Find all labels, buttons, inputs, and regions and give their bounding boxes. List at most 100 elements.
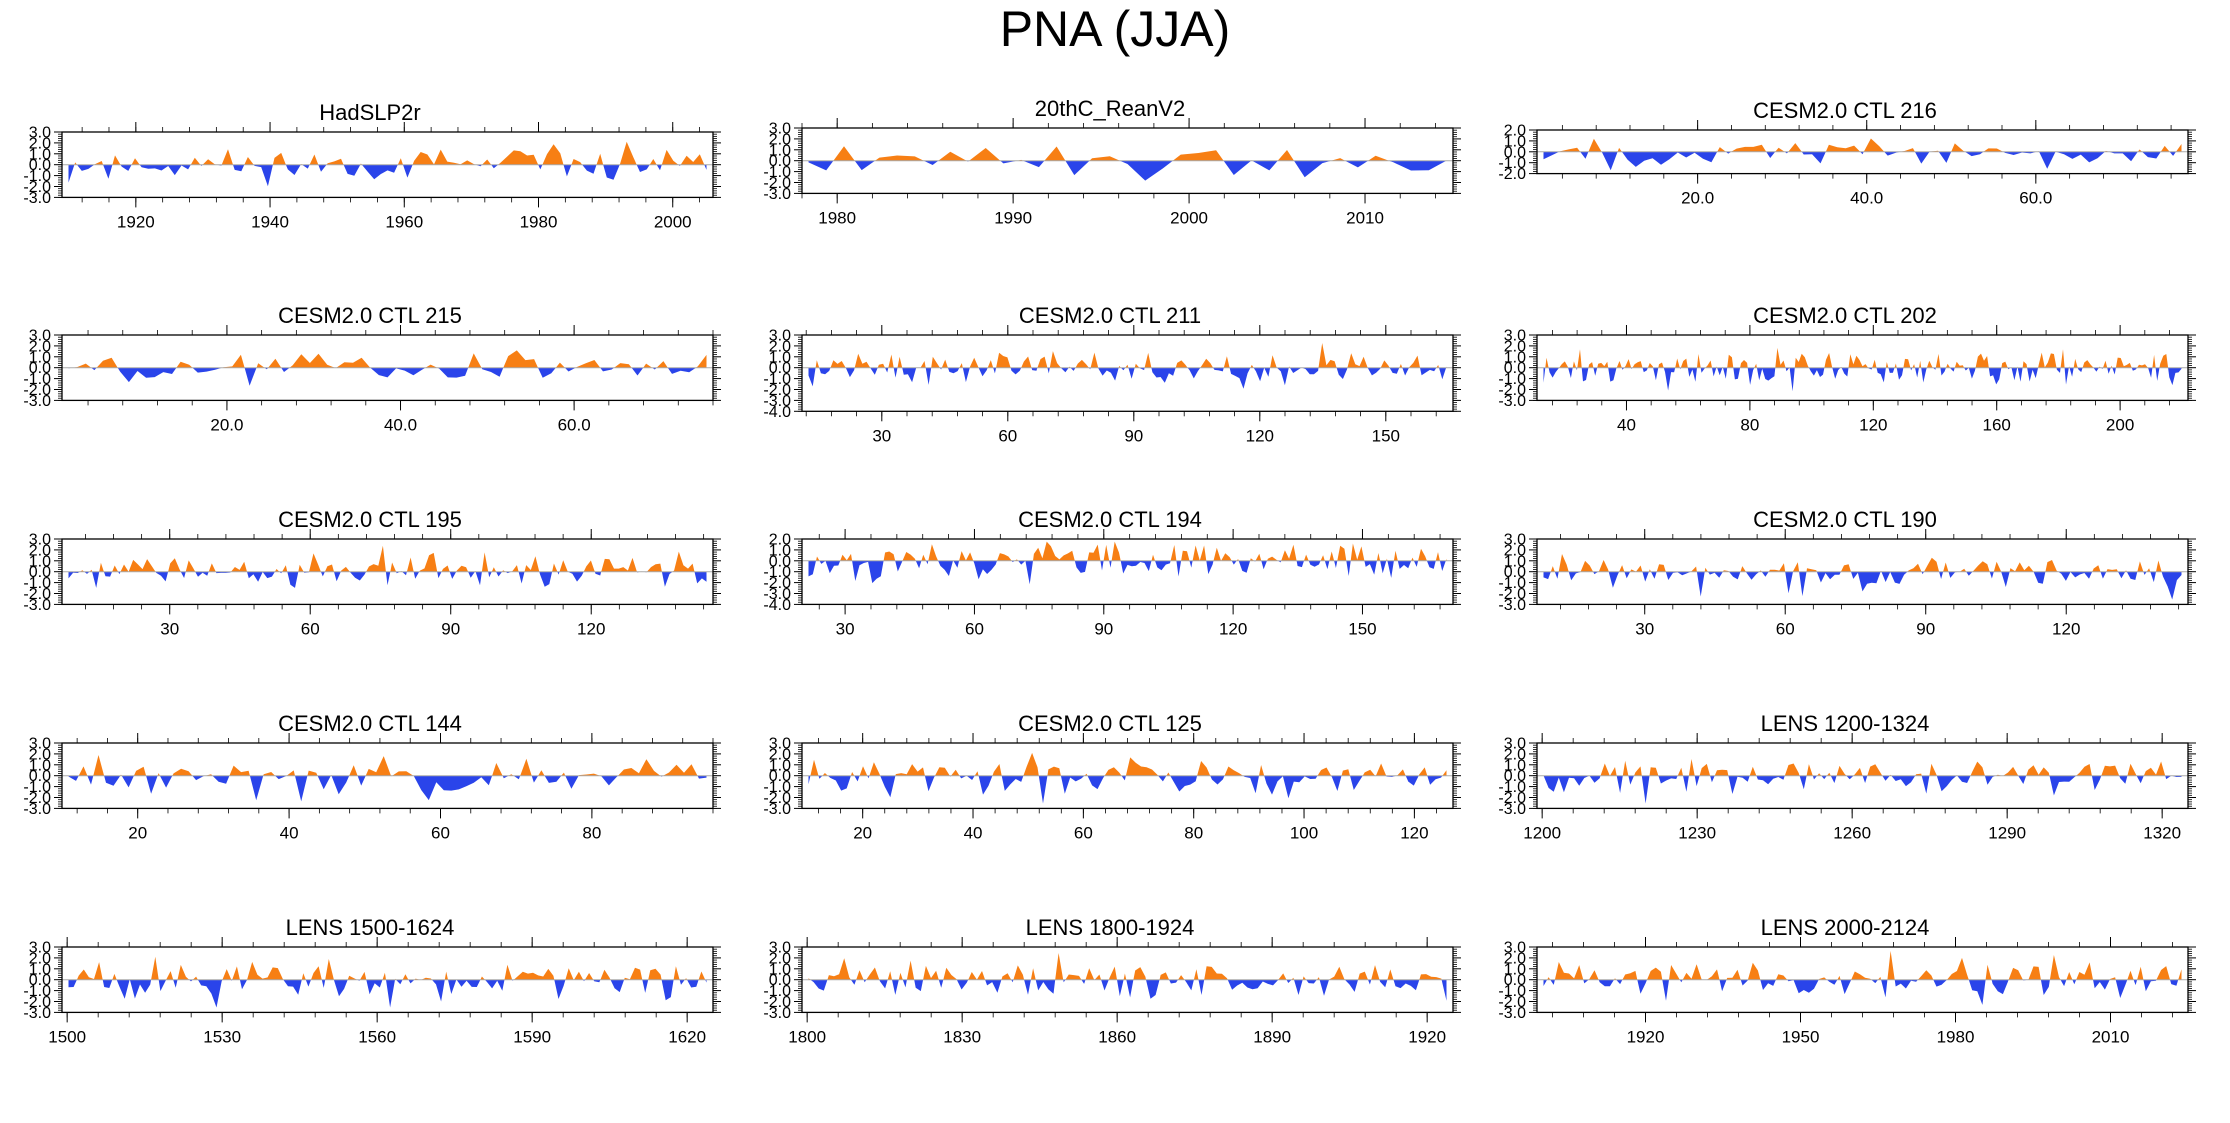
x-tick-label: 1290 bbox=[1988, 823, 2026, 842]
y-tick-label: 1.0 bbox=[769, 757, 791, 774]
x-tick-label: 90 bbox=[1094, 619, 1113, 638]
plot-frame bbox=[801, 334, 1454, 412]
y-tick-label: -2.0 bbox=[23, 179, 51, 196]
y-tick-label: -3.0 bbox=[1498, 393, 1526, 410]
x-tick-label: 60 bbox=[301, 619, 320, 638]
y-tick-label: 2.0 bbox=[1504, 950, 1526, 967]
positive-anomaly-area bbox=[1559, 138, 2182, 152]
x-tick-label: 40.0 bbox=[1850, 189, 1883, 208]
positive-anomaly-area bbox=[1547, 950, 2182, 980]
x-tick-label: 1960 bbox=[385, 212, 423, 231]
y-tick-label: -2.0 bbox=[1498, 994, 1526, 1011]
x-tick-label: 60.0 bbox=[558, 415, 591, 434]
panel-lens-2000-2124: LENS 2000-2124 3.0 2.0 1.0 0.0 -1.0 -2.0 -3.0 19… bbox=[1475, 915, 2215, 1115]
x-tick-label: 80 bbox=[1184, 823, 1203, 842]
y-tick-label: 0.0 bbox=[769, 153, 791, 170]
y-tick-label: 0.0 bbox=[1504, 360, 1526, 377]
chart-plot: 3.02.01.00.0-1.0-2.0-3.0 20.0 40.0 60.0 bbox=[23, 325, 721, 434]
x-tick-label: 60 bbox=[998, 426, 1017, 445]
negative-anomaly-area bbox=[68, 979, 707, 1008]
y-tick-label: 2.0 bbox=[1504, 746, 1526, 763]
y-tick-label: 0.0 bbox=[769, 553, 791, 570]
x-tick-label: 1200 bbox=[1523, 823, 1561, 842]
y-tick-label: -2.0 bbox=[763, 790, 791, 807]
positive-anomaly-area bbox=[76, 956, 706, 980]
x-tick-label: 90 bbox=[441, 619, 460, 638]
y-tick-label: -3.0 bbox=[763, 186, 791, 203]
y-tick-label: 0.0 bbox=[1504, 564, 1526, 581]
y-tick-label: -2.0 bbox=[763, 994, 791, 1011]
x-tick-label: 120 bbox=[577, 619, 605, 638]
y-tick-label: 2.0 bbox=[29, 338, 51, 355]
x-tick-label: 1990 bbox=[994, 208, 1032, 227]
y-tick-label: -2.0 bbox=[23, 790, 51, 807]
positive-anomaly-area bbox=[72, 350, 707, 368]
negative-anomaly-area bbox=[808, 160, 1447, 181]
y-tick-label: -4.0 bbox=[763, 597, 791, 614]
y-tick-label: 3.0 bbox=[1504, 940, 1526, 957]
panel-title: CESM2.0 CTL 215 bbox=[278, 303, 462, 328]
y-tick-label: -3.0 bbox=[1498, 1005, 1526, 1022]
x-tick-label: 90 bbox=[1124, 426, 1143, 445]
panel-title: CESM2.0 CTL 194 bbox=[1018, 507, 1202, 532]
y-tick-label: 2.0 bbox=[769, 131, 791, 148]
y-tick-label: 0.0 bbox=[1504, 972, 1526, 989]
panel-ctl-190: CESM2.0 CTL 190 3.0 2.0 1.0 0.0 -1.0 -2.0 -3.0 3… bbox=[1475, 507, 2215, 707]
y-tick-label: -3.0 bbox=[763, 801, 791, 818]
x-tick-label: 80 bbox=[1740, 415, 1759, 434]
y-tick-label: 2.0 bbox=[769, 338, 791, 355]
x-tick-label: 60 bbox=[1776, 619, 1795, 638]
y-tick-label: -1.0 bbox=[763, 164, 791, 181]
y-tick-label: -3.0 bbox=[763, 1005, 791, 1022]
x-tick-label: 1830 bbox=[943, 1027, 981, 1046]
x-tick-label: 40.0 bbox=[384, 415, 417, 434]
panel-title: CESM2.0 CTL 216 bbox=[1753, 98, 1937, 123]
x-tick-label: 60 bbox=[1074, 823, 1093, 842]
y-tick-label: 1.0 bbox=[1504, 553, 1526, 570]
negative-anomaly-area bbox=[1543, 775, 2182, 804]
x-tick-label: 40 bbox=[964, 823, 983, 842]
y-tick-label: 1.0 bbox=[29, 349, 51, 366]
y-tick-label: 1.0 bbox=[769, 961, 791, 978]
x-tick-label: 1920 bbox=[117, 212, 155, 231]
x-tick-label: 20.0 bbox=[1681, 189, 1714, 208]
panel-title: CESM2.0 CTL 190 bbox=[1753, 507, 1937, 532]
y-tick-label: 2.0 bbox=[29, 135, 51, 152]
y-tick-label: -4.0 bbox=[763, 404, 791, 421]
y-tick-label: 0.0 bbox=[29, 972, 51, 989]
y-tick-label: -1.0 bbox=[23, 575, 51, 592]
x-tick-label: 40 bbox=[280, 823, 299, 842]
x-tick-label: 20.0 bbox=[210, 415, 243, 434]
positive-anomaly-area bbox=[1543, 759, 2166, 776]
y-tick-label: 2.0 bbox=[29, 542, 51, 559]
x-tick-label: 200 bbox=[2106, 415, 2134, 434]
positive-anomaly-area bbox=[810, 752, 1447, 776]
y-tick-label: -2.0 bbox=[1498, 166, 1526, 183]
panel-title: LENS 1800-1924 bbox=[1025, 915, 1195, 940]
y-tick-label: 2.0 bbox=[769, 746, 791, 763]
y-tick-label: -2.0 bbox=[23, 382, 51, 399]
x-tick-label: 1920 bbox=[1408, 1027, 1446, 1046]
y-tick-label: 0.0 bbox=[1504, 144, 1526, 161]
x-tick-label: 20 bbox=[853, 823, 872, 842]
x-tick-label: 1320 bbox=[2143, 823, 2181, 842]
y-tick-label: -2.0 bbox=[763, 175, 791, 192]
panel-title: CESM2.0 CTL 202 bbox=[1753, 303, 1937, 328]
chart-plot: 3.02.01.00.0-1.0-2.0-3.0 30 60 90 120 bbox=[1498, 529, 2196, 638]
chart-plot: 3.02.01.00.0-1.0-2.0-3.0 20 40 60 80 bbox=[23, 733, 721, 842]
y-tick-label: 0.0 bbox=[769, 768, 791, 785]
x-tick-label: 160 bbox=[1983, 415, 2011, 434]
x-tick-label: 1230 bbox=[1678, 823, 1716, 842]
y-tick-label: 0.0 bbox=[769, 972, 791, 989]
y-tick-label: 3.0 bbox=[29, 532, 51, 549]
negative-anomaly-area bbox=[808, 560, 1446, 585]
y-tick-label: -1.0 bbox=[23, 779, 51, 796]
panel-title: 20thC_ReanV2 bbox=[1034, 96, 1186, 121]
panel-title: LENS 1500-1624 bbox=[285, 915, 455, 940]
panel-title: CESM2.0 CTL 144 bbox=[278, 711, 462, 736]
panel-ctl-211: CESM2.0 CTL 211 3.0 2.0 1.0 0.0 -1.0 -2.0 -3.0-… bbox=[740, 303, 1480, 503]
y-tick-label: -3.0 bbox=[23, 801, 51, 818]
x-tick-label: 60 bbox=[965, 619, 984, 638]
panel-ctl-144: CESM2.0 CTL 144 3.0 2.0 1.0 0.0 -1.0 -2.0 -3.0 2… bbox=[0, 711, 740, 911]
negative-anomaly-area bbox=[808, 367, 1447, 389]
